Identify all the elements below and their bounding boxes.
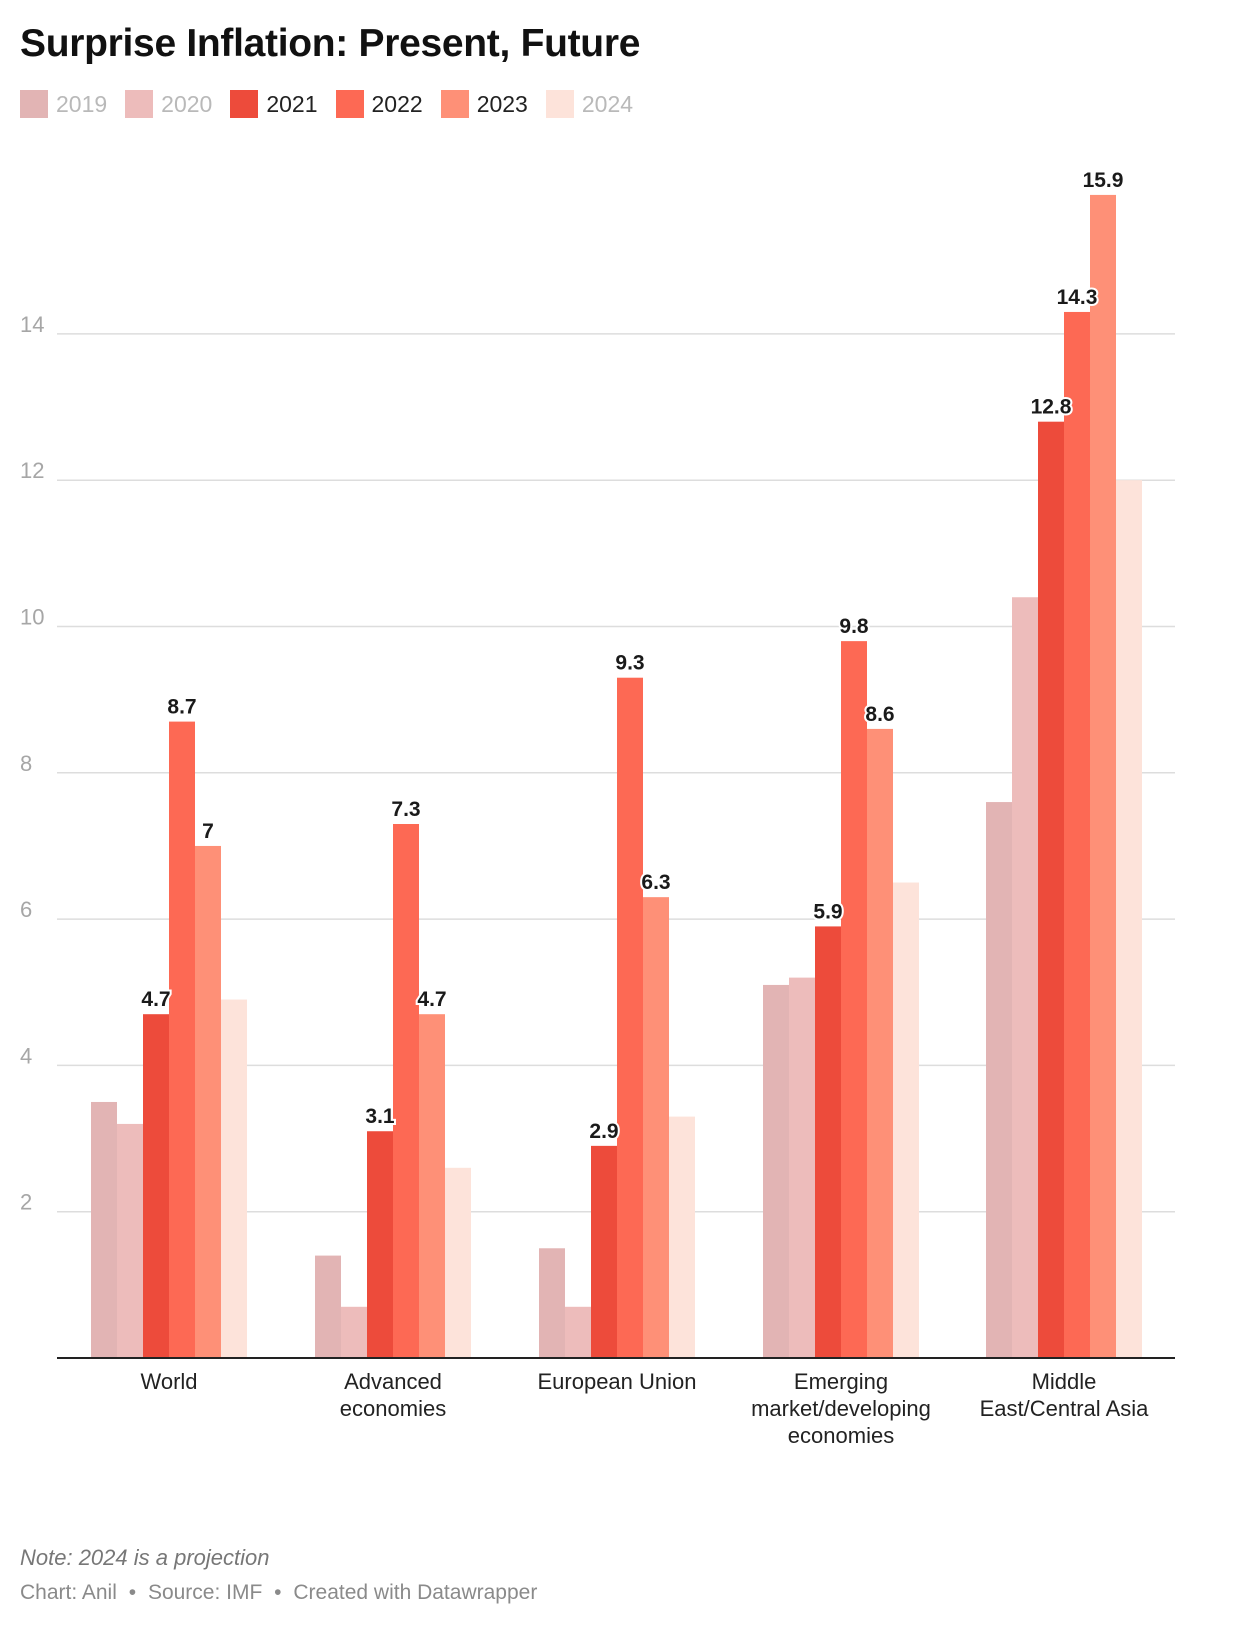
legend-label: 2023 <box>476 90 528 117</box>
x-category-label: Advanced economies <box>340 1369 446 1421</box>
bar <box>445 1167 471 1358</box>
value-label: 5.9 <box>813 900 842 923</box>
bar <box>1064 311 1090 1358</box>
legend-item[interactable]: 2022 <box>335 90 423 118</box>
chart-legend: 2019 2020 2021 2022 2023 2024 <box>20 90 651 118</box>
bar <box>565 1306 591 1358</box>
bar <box>315 1255 341 1358</box>
bar <box>669 1116 695 1358</box>
chart-title: Surprise Inflation: Present, Future <box>20 22 641 65</box>
legend-swatch <box>440 90 469 118</box>
legend-label: 2021 <box>266 90 318 117</box>
bar <box>841 641 867 1358</box>
legend-label: 2022 <box>371 90 423 117</box>
y-tick-label: 6 <box>20 897 32 922</box>
bar <box>763 984 789 1358</box>
x-category-label: European Union <box>537 1369 696 1394</box>
credit-separator: • <box>274 1581 282 1604</box>
y-tick-label: 4 <box>20 1043 32 1068</box>
x-category-label-line: market/developing <box>751 1396 931 1421</box>
bar <box>117 1123 143 1358</box>
bar <box>393 824 419 1358</box>
x-category-label-line: Advanced <box>344 1369 442 1394</box>
legend-swatch <box>20 90 48 118</box>
legend-swatch <box>545 90 574 118</box>
value-label: 7 <box>202 820 214 843</box>
legend-item[interactable]: 2020 <box>125 90 212 118</box>
legend-label: 2024 <box>581 90 634 117</box>
legend-label: 2019 <box>56 90 108 117</box>
legend-item[interactable]: 2019 <box>20 90 107 118</box>
chart-note: Note: 2024 is a projection <box>20 1545 270 1570</box>
x-category-label-line: economies <box>340 1396 446 1421</box>
x-category-label-line: East/Central Asia <box>980 1396 1150 1421</box>
bar <box>539 1248 565 1358</box>
bar <box>91 1101 117 1358</box>
value-label: 15.9 <box>1083 169 1124 192</box>
bar <box>643 897 669 1358</box>
bar <box>789 977 815 1358</box>
legend-swatch <box>230 90 259 118</box>
bar <box>367 1131 393 1358</box>
legend-swatch <box>125 90 154 118</box>
value-label: 4.7 <box>141 988 170 1011</box>
bar <box>1090 194 1116 1358</box>
value-label: 9.8 <box>839 615 869 638</box>
x-category-label-line: economies <box>788 1423 894 1448</box>
y-tick-label: 14 <box>20 312 44 337</box>
legend-label: 2020 <box>161 90 213 117</box>
y-tick-label: 2 <box>20 1190 32 1215</box>
legend-item[interactable]: 2024 <box>545 90 634 118</box>
credit-tool: Created with Datawrapper <box>293 1581 538 1604</box>
legend-item[interactable]: 2021 <box>230 90 318 118</box>
value-label: 8.6 <box>865 703 894 726</box>
value-label: 7.3 <box>391 798 420 821</box>
value-label: 9.3 <box>615 652 644 675</box>
x-category-label-line: World <box>140 1369 197 1394</box>
bar <box>143 1014 169 1358</box>
x-category-label: Middle East/Central Asia <box>980 1369 1150 1421</box>
legend-swatch <box>335 90 364 118</box>
x-category-label-line: European Union <box>537 1369 696 1394</box>
x-category-label: World <box>140 1369 197 1394</box>
x-category-label-line: Emerging <box>794 1369 888 1394</box>
credit-separator: • <box>128 1581 137 1604</box>
bar <box>221 999 247 1358</box>
bar <box>591 1145 617 1358</box>
bar <box>617 677 643 1358</box>
y-tick-label: 10 <box>20 605 44 630</box>
x-category-label-line: Middle <box>1032 1369 1097 1394</box>
credit-source: Source: IMF <box>147 1581 263 1604</box>
value-label: 12.8 <box>1031 396 1072 419</box>
bar <box>867 728 893 1358</box>
y-tick-label: 12 <box>20 458 44 483</box>
bar <box>1012 597 1038 1358</box>
bar <box>419 1014 445 1358</box>
value-label: 4.7 <box>417 988 446 1011</box>
chart-credits: Chart: Anil • Source: IMF • Created with… <box>20 1581 537 1605</box>
bar <box>341 1306 367 1358</box>
bar <box>893 882 919 1358</box>
value-label: 3.1 <box>365 1105 395 1128</box>
bar <box>1038 421 1064 1358</box>
credit-author: Chart: Anil <box>20 1581 117 1604</box>
chart-svg: 2 4 6 8 10 12 14 4.7 3.1 2.9 5.9 12.8 8.7 7.3 9.3 9.8 14… <box>20 167 1175 1448</box>
value-label: 2.9 <box>589 1120 618 1143</box>
bar <box>1116 480 1142 1358</box>
x-category-label: Emerging market/developing economies <box>751 1369 931 1448</box>
bar <box>195 845 221 1358</box>
legend-item[interactable]: 2023 <box>440 90 528 118</box>
value-label: 14.3 <box>1057 286 1098 309</box>
bar <box>815 926 841 1358</box>
bar <box>169 721 195 1358</box>
bar <box>986 802 1012 1358</box>
value-label: 8.7 <box>167 696 196 719</box>
y-tick-label: 8 <box>20 751 32 776</box>
value-label: 6.3 <box>641 871 670 894</box>
